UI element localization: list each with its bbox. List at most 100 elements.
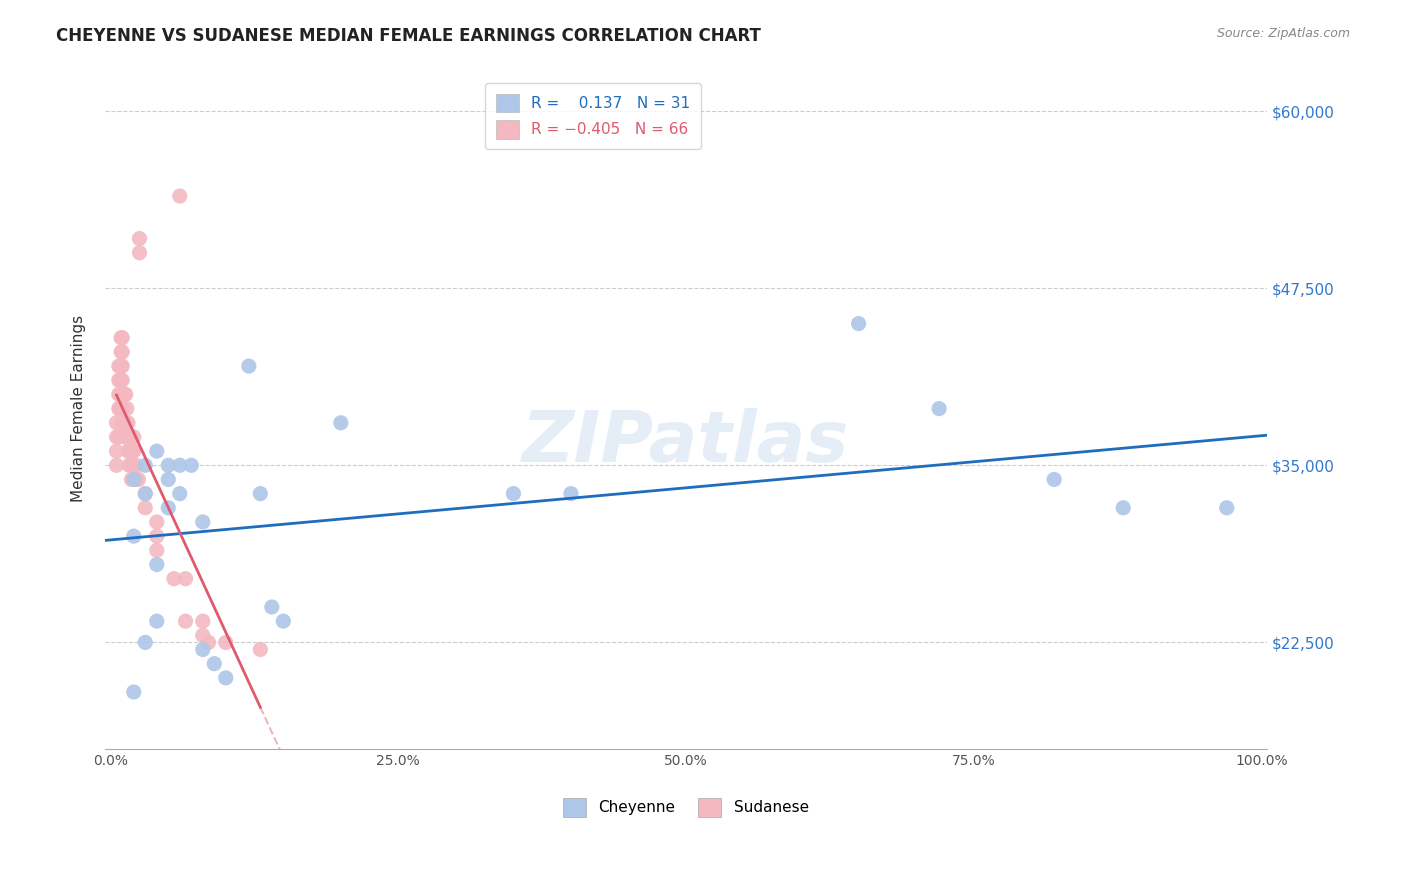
Point — [134, 458, 156, 473]
Point — [157, 500, 180, 515]
Point — [560, 486, 582, 500]
Point — [111, 345, 134, 359]
Point — [163, 572, 186, 586]
Legend: Cheyenne, Sudanese: Cheyenne, Sudanese — [557, 792, 815, 822]
Point — [238, 359, 260, 373]
Point — [114, 416, 136, 430]
Point — [122, 685, 145, 699]
Point — [1043, 473, 1066, 487]
Point — [117, 444, 139, 458]
Point — [1216, 500, 1239, 515]
Point — [848, 317, 870, 331]
Point — [122, 529, 145, 543]
Point — [215, 671, 238, 685]
Point — [110, 387, 132, 401]
Point — [202, 657, 225, 671]
Point — [157, 473, 180, 487]
Point — [108, 373, 131, 387]
Point — [191, 614, 214, 628]
Point — [111, 331, 134, 345]
Point — [169, 458, 191, 473]
Point — [174, 572, 197, 586]
Point — [107, 359, 129, 373]
Point — [157, 458, 180, 473]
Point — [107, 373, 129, 387]
Point — [108, 359, 131, 373]
Point — [169, 486, 191, 500]
Point — [169, 189, 191, 203]
Point — [110, 373, 132, 387]
Point — [191, 515, 214, 529]
Text: ZIPatlas: ZIPatlas — [522, 409, 849, 477]
Point — [108, 387, 131, 401]
Point — [107, 401, 129, 416]
Point — [145, 515, 167, 529]
Point — [120, 458, 142, 473]
Point — [111, 359, 134, 373]
Point — [107, 430, 129, 444]
Point — [111, 387, 134, 401]
Point — [125, 458, 148, 473]
Point — [260, 599, 283, 614]
Point — [145, 444, 167, 458]
Point — [118, 430, 141, 444]
Point — [111, 401, 134, 416]
Point — [108, 401, 131, 416]
Point — [114, 416, 136, 430]
Point — [145, 614, 167, 628]
Point — [134, 486, 156, 500]
Point — [215, 635, 238, 649]
Point — [121, 444, 143, 458]
Point — [145, 529, 167, 543]
Point — [122, 473, 145, 487]
Point — [197, 635, 219, 649]
Point — [115, 401, 138, 416]
Point — [120, 473, 142, 487]
Point — [180, 458, 202, 473]
Point — [114, 387, 136, 401]
Point — [110, 331, 132, 345]
Point — [111, 416, 134, 430]
Point — [110, 359, 132, 373]
Point — [191, 642, 214, 657]
Y-axis label: Median Female Earnings: Median Female Earnings — [72, 315, 86, 502]
Point — [134, 486, 156, 500]
Point — [105, 444, 128, 458]
Point — [273, 614, 295, 628]
Point — [329, 416, 352, 430]
Point — [191, 628, 214, 642]
Point — [105, 416, 128, 430]
Point — [145, 558, 167, 572]
Point — [107, 387, 129, 401]
Point — [114, 430, 136, 444]
Point — [249, 486, 271, 500]
Point — [117, 430, 139, 444]
Point — [117, 416, 139, 430]
Point — [110, 345, 132, 359]
Point — [128, 245, 150, 260]
Point — [128, 231, 150, 245]
Point — [145, 543, 167, 558]
Point — [134, 500, 156, 515]
Point — [134, 635, 156, 649]
Point — [118, 444, 141, 458]
Point — [249, 642, 271, 657]
Point — [125, 473, 148, 487]
Point — [114, 387, 136, 401]
Point — [115, 430, 138, 444]
Point — [174, 614, 197, 628]
Point — [111, 373, 134, 387]
Text: CHEYENNE VS SUDANESE MEDIAN FEMALE EARNINGS CORRELATION CHART: CHEYENNE VS SUDANESE MEDIAN FEMALE EARNI… — [56, 27, 761, 45]
Point — [120, 430, 142, 444]
Point — [118, 458, 141, 473]
Point — [122, 458, 145, 473]
Point — [122, 430, 145, 444]
Point — [928, 401, 950, 416]
Point — [1112, 500, 1135, 515]
Point — [502, 486, 524, 500]
Point — [122, 444, 145, 458]
Point — [127, 473, 149, 487]
Point — [120, 444, 142, 458]
Point — [105, 430, 128, 444]
Point — [105, 458, 128, 473]
